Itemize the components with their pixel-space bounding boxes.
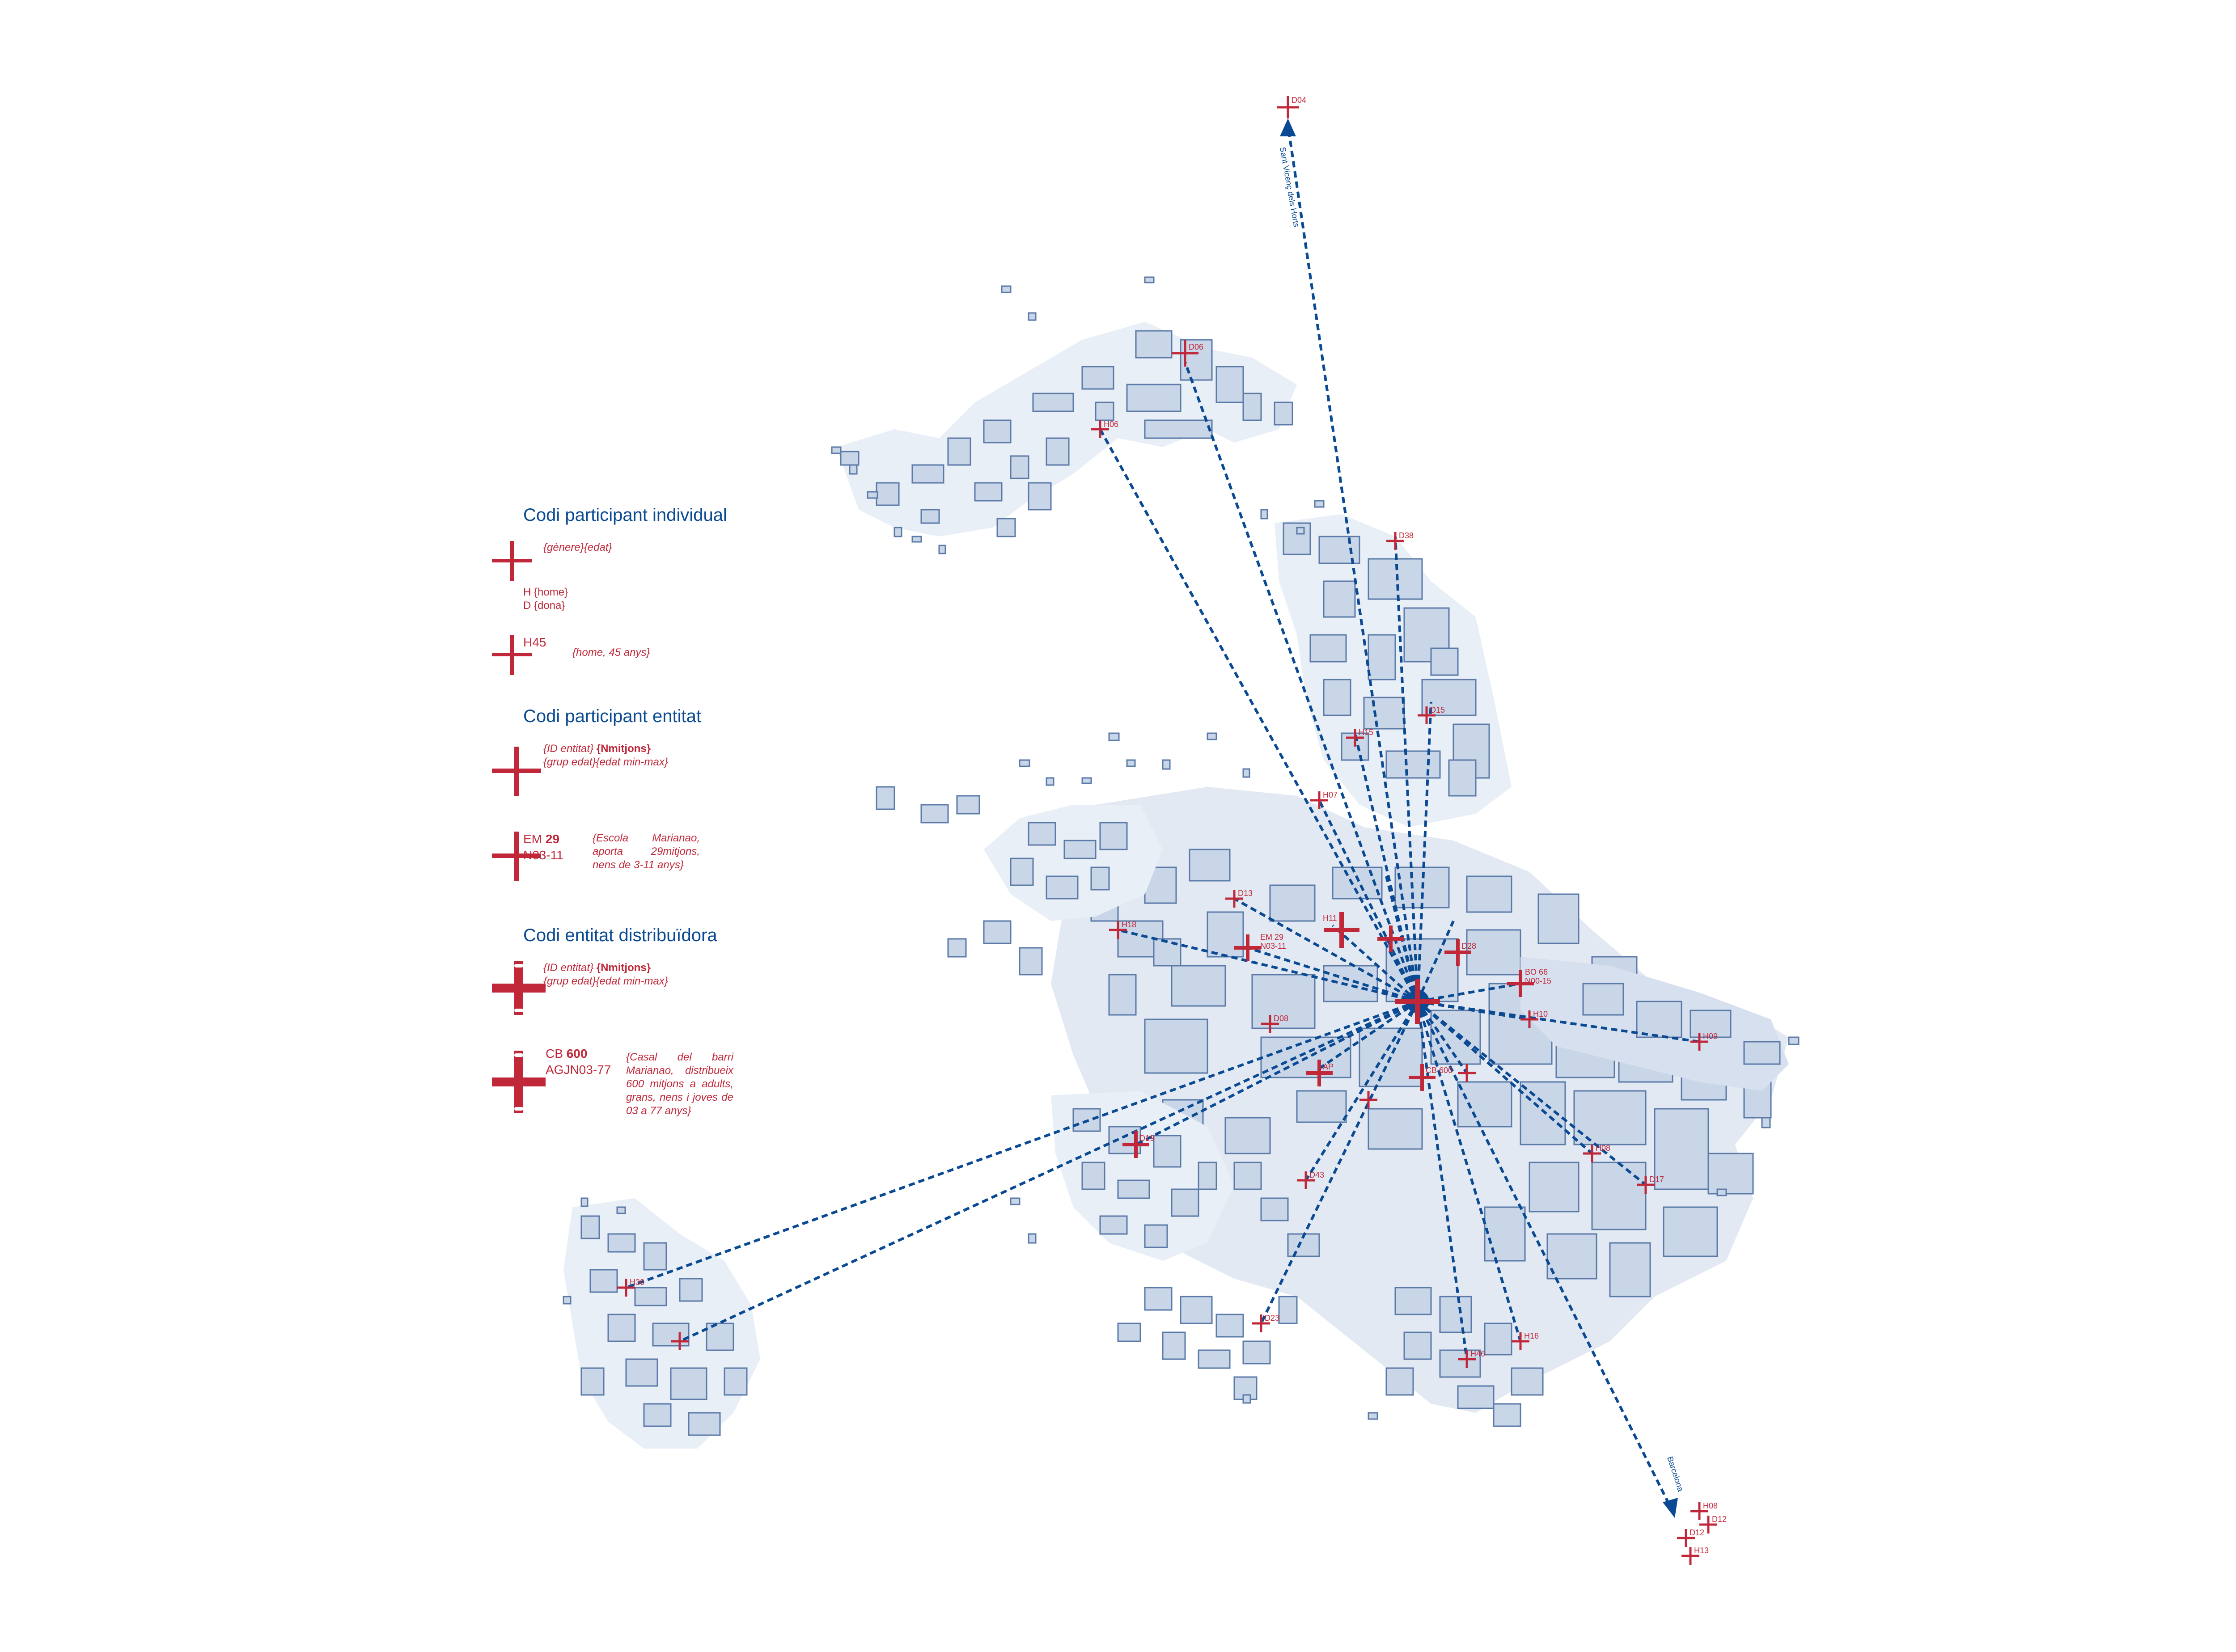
label-d12b: D12 — [1690, 1528, 1704, 1537]
legend-individual-title: Codi participant individual — [523, 505, 727, 525]
label-bo-age: N00-15 — [1525, 976, 1551, 985]
label-h07: H07 — [1323, 790, 1338, 799]
cross-marker-icon[interactable] — [1324, 912, 1359, 948]
label-em29: EM 29 — [1260, 933, 1283, 942]
cross-marker-icon[interactable] — [1444, 939, 1471, 966]
label-h08: H08 — [1596, 1144, 1610, 1153]
cross-marker-icon[interactable] — [1507, 970, 1534, 997]
cross-marker-icon[interactable] — [1512, 1332, 1529, 1350]
label-h10: H10 — [1533, 1010, 1548, 1018]
legend-individual-example-desc: {home, 45 anys} — [572, 646, 650, 659]
routes — [625, 125, 1700, 1512]
label-d12: D12 — [1712, 1515, 1727, 1524]
legend-entity-format-l1: {ID entitat} {Nmitjons} — [543, 743, 651, 755]
label-d08: D08 — [1274, 1014, 1288, 1023]
label-h09: H09 — [1703, 1032, 1718, 1041]
label-h08-south: H08 — [1703, 1501, 1718, 1510]
legend-entity-format-l2: {grup edat}{edat min-max} — [543, 756, 668, 768]
cross-marker-icon[interactable] — [1359, 1091, 1377, 1109]
cross-marker-icon[interactable] — [617, 1279, 635, 1297]
cross-marker-icon[interactable] — [1458, 1064, 1476, 1082]
distributor-marker-icon — [492, 1051, 546, 1113]
distributor-marker-icon — [492, 961, 546, 1015]
label-d15: D15 — [1430, 706, 1445, 714]
cross-marker-icon[interactable] — [1377, 925, 1404, 952]
urban-fabric — [563, 276, 1800, 1449]
cross-marker-icon[interactable] — [1690, 1033, 1708, 1051]
cross-marker-icon[interactable] — [1172, 340, 1198, 367]
label-h06: H06 — [1104, 420, 1118, 429]
cross-marker-icon — [492, 747, 541, 796]
cross-marker-icon — [492, 541, 532, 581]
label-d19: D19 — [1139, 1134, 1154, 1143]
cross-marker-icon[interactable] — [1261, 1015, 1279, 1033]
label-d04: D04 — [1292, 96, 1306, 105]
cross-marker-icon[interactable] — [1234, 934, 1261, 961]
label-h30: H30 — [630, 1278, 644, 1287]
cross-marker-icon[interactable] — [1690, 1502, 1708, 1520]
hub-marker[interactable] — [1395, 979, 1440, 1024]
legend-individual-d: D {dona} — [523, 600, 565, 612]
legend-distributor-example-age: AGJN03-77 — [546, 1063, 611, 1077]
arrowhead-icon — [1280, 118, 1296, 136]
cross-marker-icon[interactable] — [1681, 1547, 1699, 1565]
cross-marker-icon[interactable] — [1386, 532, 1404, 550]
cross-marker-icon[interactable] — [1297, 1171, 1315, 1189]
label-h13: H13 — [1694, 1546, 1709, 1555]
label-d28: D28 — [1461, 942, 1476, 951]
label-bo: BO 66 — [1525, 968, 1548, 976]
label-h18: H18 — [1122, 920, 1136, 929]
label-d23: D23 — [1265, 1314, 1279, 1322]
label-em29-age: N03-11 — [1260, 942, 1286, 951]
label-d17: D17 — [1649, 1175, 1664, 1184]
cross-marker-icon[interactable] — [1225, 890, 1243, 908]
cross-marker-icon[interactable] — [1310, 791, 1328, 809]
label-h15: H15 — [1359, 728, 1373, 737]
arrowhead-icon — [1663, 1498, 1678, 1518]
legend-entity-example: EM 29 — [523, 832, 559, 846]
legend-distributor-title: Codi entitat distribuïdora — [523, 925, 717, 945]
cross-marker-icon[interactable] — [1520, 1010, 1538, 1028]
legend-entity-example-desc: {Escola Marianao, aporta 29mitjons, nens… — [593, 832, 700, 871]
label-ap: AP — [1323, 1062, 1334, 1071]
cross-marker-icon[interactable] — [1277, 96, 1299, 118]
legend-individual-example: H45 — [523, 635, 546, 649]
cross-marker-icon[interactable] — [1091, 420, 1109, 438]
label-d06: D06 — [1189, 342, 1203, 351]
arrowheads — [1280, 118, 1678, 1518]
markers — [617, 96, 1717, 1565]
cross-marker-icon[interactable] — [1583, 1145, 1601, 1162]
legend-individual-format: {gènere}{edat} — [543, 541, 612, 553]
label-h16: H16 — [1524, 1331, 1539, 1340]
cross-marker-icon[interactable] — [1699, 1516, 1717, 1534]
label-d13: D13 — [1238, 889, 1253, 898]
cross-marker-icon — [492, 635, 532, 675]
legend-distributor-example-desc: {Casal del barri Marianao, distribueix 6… — [626, 1051, 733, 1117]
cross-marker-icon[interactable] — [1306, 1060, 1333, 1086]
label-h46: H46 — [1470, 1349, 1485, 1358]
cross-marker-icon[interactable] — [1122, 1131, 1149, 1158]
legend-distributor-format-l2: {grup edat}{edat min-max} — [543, 975, 668, 987]
legend-entity-title: Codi participant entitat — [523, 706, 702, 726]
legend-distributor-example: CB 600 — [546, 1047, 588, 1060]
cross-marker-icon[interactable] — [1346, 729, 1364, 747]
label-h11: H11 — [1323, 914, 1337, 923]
legend-individual-h: H {home} — [523, 586, 568, 598]
label-hub: CB 600 — [1426, 1066, 1453, 1075]
cross-marker-icon[interactable] — [1458, 1350, 1476, 1368]
legend-entity-example-age: N03-11 — [523, 848, 563, 862]
legend-distributor-format-l1: {ID entitat} {Nmitjons} — [543, 962, 651, 974]
cross-marker-icon[interactable] — [671, 1332, 689, 1350]
cross-marker-icon[interactable] — [1677, 1529, 1695, 1547]
cross-marker-icon[interactable] — [1409, 1064, 1436, 1091]
cross-marker-icon — [492, 832, 541, 881]
label-d43: D43 — [1309, 1170, 1324, 1179]
south-road-label: Barcelona — [1665, 1455, 1685, 1493]
cross-marker-icon[interactable] — [1109, 921, 1127, 939]
cross-marker-icon[interactable] — [1252, 1314, 1270, 1332]
cross-marker-icon[interactable] — [1418, 706, 1436, 724]
cross-marker-icon[interactable] — [1637, 1176, 1655, 1194]
label-d38: D38 — [1399, 531, 1414, 540]
